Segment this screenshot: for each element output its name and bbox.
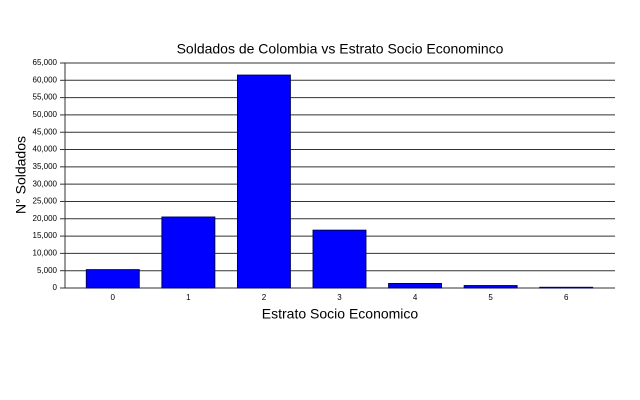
x-tick-label: 5 (488, 293, 493, 302)
y-tick-label: 10,000 (33, 248, 58, 257)
y-tick-label: 30,000 (33, 179, 58, 188)
bar (388, 283, 443, 289)
y-tick-label: 20,000 (33, 214, 58, 223)
y-tick-label: 55,000 (33, 93, 58, 102)
bar (236, 74, 291, 289)
y-tick-label: 60,000 (33, 75, 58, 84)
y-tick-label: 45,000 (33, 127, 58, 136)
y-tick-label: 0 (53, 283, 58, 292)
bar (312, 229, 367, 289)
x-tick-label: 0 (111, 293, 116, 302)
bar (85, 269, 140, 289)
y-tick-label: 50,000 (33, 110, 58, 119)
y-axis-label: N° Soldados (13, 136, 29, 214)
bar (539, 286, 594, 289)
x-axis-label: Estrato Socio Economico (262, 306, 419, 322)
y-tick-label: 25,000 (33, 197, 58, 206)
y-tick-label: 35,000 (33, 162, 58, 171)
x-tick-label: 1 (186, 293, 191, 302)
x-tick-label: 3 (337, 293, 342, 302)
y-tick-label: 5,000 (37, 266, 58, 275)
bar (463, 285, 518, 289)
x-tick-label: 4 (413, 293, 418, 302)
y-tick-label: 65,000 (33, 58, 58, 67)
y-tick-label: 15,000 (33, 231, 58, 240)
chart-title: Soldados de Colombia vs Estrato Socio Ec… (177, 41, 504, 57)
y-tick-label: 40,000 (33, 145, 58, 154)
x-tick-label: 2 (262, 293, 267, 302)
x-tick-label: 6 (564, 293, 569, 302)
bar (161, 216, 216, 289)
